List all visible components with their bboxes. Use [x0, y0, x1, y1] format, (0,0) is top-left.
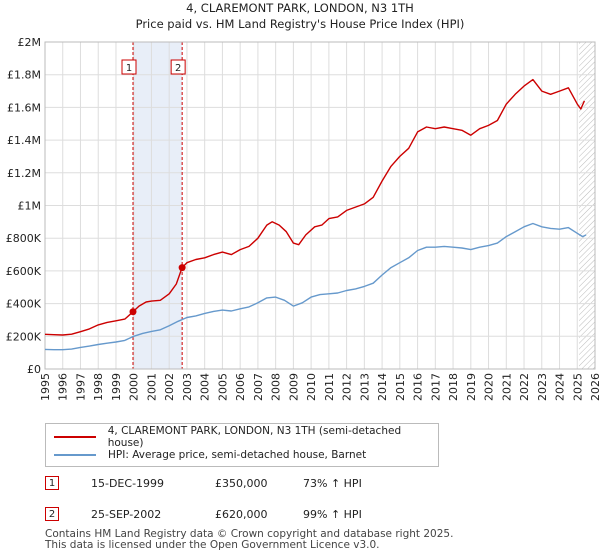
- x-tick-label: 2003: [181, 373, 194, 401]
- x-tick-label: 2009: [287, 373, 300, 401]
- x-tick-label: 2015: [394, 373, 407, 401]
- sale-marker-label: 2: [175, 63, 181, 74]
- y-tick-label: £1M: [18, 200, 42, 213]
- x-tick-label: 2013: [358, 373, 371, 401]
- x-tick-label: 2018: [447, 373, 460, 401]
- series-line-property: [44, 78, 586, 336]
- x-tick-label: 2021: [500, 373, 513, 401]
- x-tick-label: 2002: [163, 373, 176, 401]
- x-tick-label: 2025: [571, 373, 584, 401]
- y-tick-label: £1.2M: [7, 167, 41, 180]
- x-tick-label: 2020: [483, 373, 496, 401]
- legend-swatch-hpi: [54, 454, 96, 456]
- x-tick-label: 2016: [412, 373, 425, 401]
- x-tick-label: 2014: [376, 373, 389, 401]
- footer: Contains HM Land Registry data © Crown c…: [45, 529, 453, 551]
- x-tick-label: 2023: [536, 373, 549, 401]
- x-tick-label: 2022: [518, 373, 531, 401]
- transaction-row: 2 25-SEP-2002 £620,000 99% ↑ HPI: [45, 504, 445, 524]
- legend: 4, CLAREMONT PARK, LONDON, N3 1TH (semi-…: [45, 423, 439, 467]
- x-tick-label: 2017: [429, 373, 442, 401]
- y-tick-label: £1.8M: [7, 69, 41, 82]
- x-tick-label: 2012: [341, 373, 354, 401]
- x-tick-label: 2026: [589, 373, 600, 401]
- transaction-badge: 1: [45, 476, 59, 490]
- transaction-row: 1 15-DEC-1999 £350,000 73% ↑ HPI: [45, 473, 445, 493]
- y-tick-label: £800K: [6, 232, 42, 245]
- transaction-badge: 2: [45, 507, 59, 521]
- y-tick-label: £0: [27, 363, 41, 376]
- sale-point: [178, 264, 186, 272]
- x-tick-label: 2008: [270, 373, 283, 401]
- x-tick-label: 1996: [57, 373, 70, 401]
- x-tick-label: 2019: [465, 373, 478, 401]
- sale-marker-label: 1: [126, 63, 132, 74]
- x-tick-label: 2000: [128, 373, 141, 401]
- x-tick-label: 2001: [145, 373, 158, 401]
- y-tick-label: £1.4M: [7, 134, 41, 147]
- x-tick-label: 1995: [39, 373, 52, 401]
- footer-licence: This data is licensed under the Open Gov…: [45, 539, 380, 551]
- series-line-hpi: [44, 222, 587, 351]
- x-tick-label: 1997: [74, 373, 87, 401]
- plot-border: [44, 41, 596, 370]
- transaction-price: £350,000: [215, 476, 268, 490]
- y-tick-label: £1.6M: [7, 101, 41, 114]
- legend-entry-hpi: HPI: Average price, semi-detached house,…: [54, 446, 366, 464]
- transaction-hpi-change: 99% ↑ HPI: [303, 507, 362, 521]
- y-tick-label: £600K: [6, 265, 42, 278]
- x-tick-label: 2024: [554, 373, 567, 401]
- x-tick-label: 1998: [92, 373, 105, 401]
- sale-marker-box: [121, 59, 137, 75]
- chart-title: 4, CLAREMONT PARK, LONDON, N3 1TH: [186, 1, 414, 15]
- x-tick-label: 2007: [252, 373, 265, 401]
- y-tick-label: £400K: [6, 298, 42, 311]
- legend-label-property: 4, CLAREMONT PARK, LONDON, N3 1TH (semi-…: [107, 425, 402, 449]
- y-tick-label: £200K: [6, 330, 42, 343]
- legend-label-hpi: HPI: Average price, semi-detached house,…: [108, 449, 367, 461]
- chart-subtitle: Price paid vs. HM Land Registry's House …: [136, 17, 465, 31]
- footer-copyright: Contains HM Land Registry data © Crown c…: [45, 528, 454, 540]
- legend-swatch-property: [54, 436, 96, 438]
- transaction-hpi-change: 73% ↑ HPI: [303, 476, 362, 490]
- y-tick-label: £2M: [18, 36, 42, 49]
- x-tick-label: 2005: [216, 373, 229, 401]
- sale-marker-box: [170, 59, 186, 75]
- x-tick-label: 2006: [234, 373, 247, 401]
- transaction-date: 15-DEC-1999: [91, 476, 165, 490]
- legend-entry-property: 4, CLAREMONT PARK, LONDON, N3 1TH (semi-…: [54, 425, 438, 449]
- price-chart: 4, CLAREMONT PARK, LONDON, N3 1TH Price …: [6, 1, 600, 401]
- transaction-price: £620,000: [215, 507, 268, 521]
- x-tick-label: 2011: [323, 373, 336, 401]
- x-tick-label: 2004: [199, 373, 212, 401]
- transaction-date: 25-SEP-2002: [91, 507, 162, 521]
- x-tick-label: 1999: [110, 373, 123, 401]
- x-tick-label: 2010: [305, 373, 318, 401]
- sale-point: [129, 308, 137, 316]
